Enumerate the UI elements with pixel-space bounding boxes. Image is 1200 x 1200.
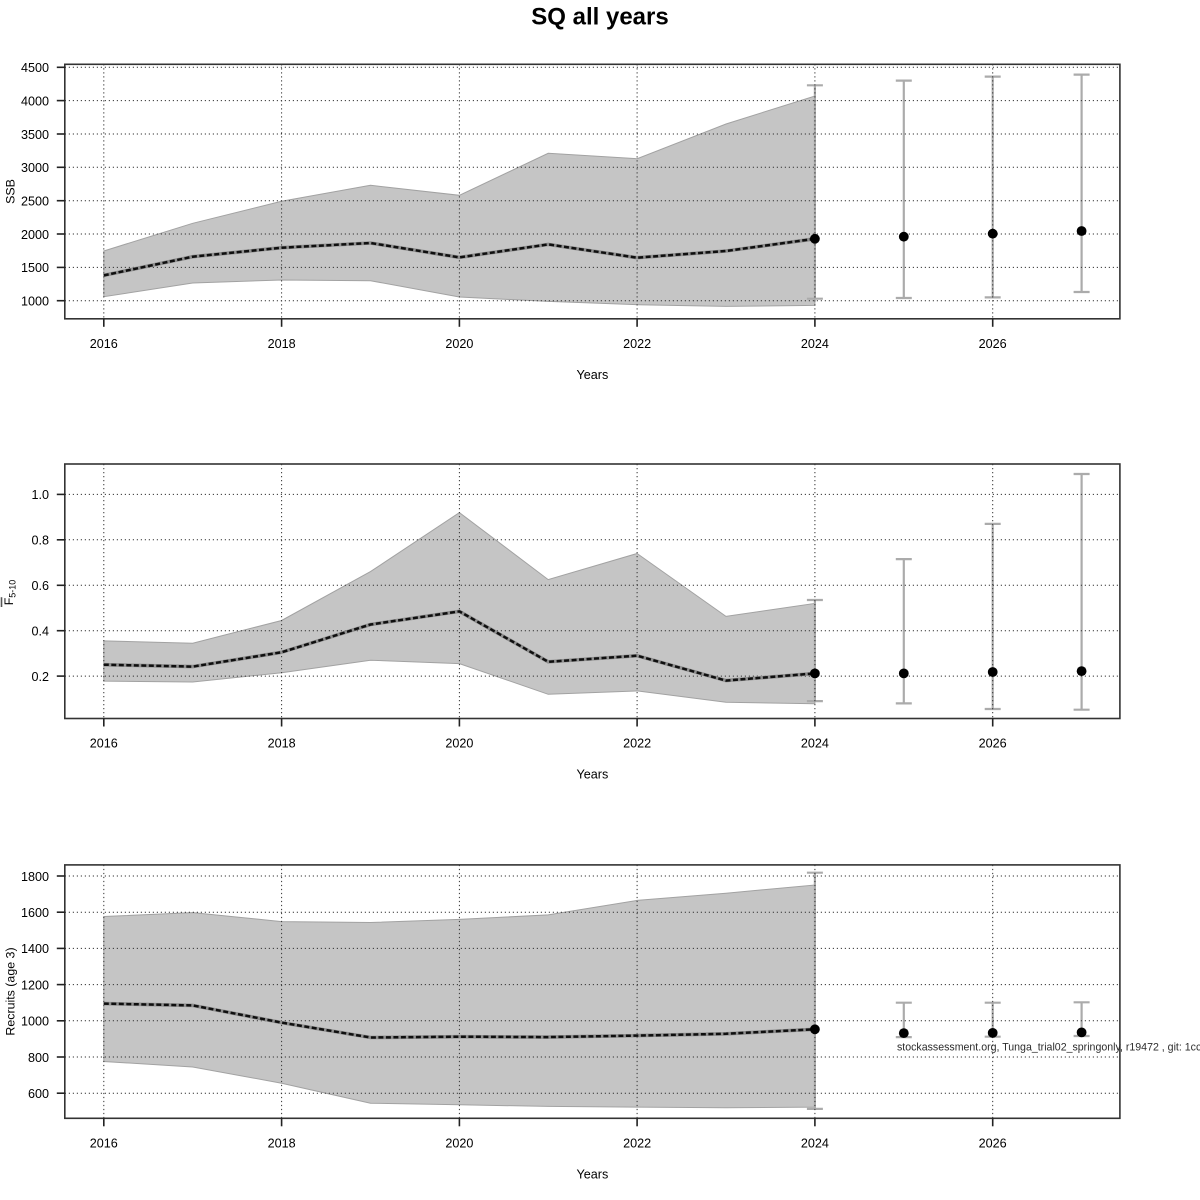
svg-text:1400: 1400 (21, 942, 49, 956)
svg-text:0.4: 0.4 (31, 625, 49, 639)
svg-text:0.6: 0.6 (31, 579, 49, 593)
svg-text:4000: 4000 (21, 94, 49, 108)
svg-text:1.0: 1.0 (31, 488, 49, 502)
svg-text:2016: 2016 (90, 337, 118, 351)
svg-text:Years: Years (577, 368, 609, 382)
svg-text:2024: 2024 (801, 337, 829, 351)
svg-text:2500: 2500 (21, 195, 49, 209)
svg-text:1200: 1200 (21, 978, 49, 992)
svg-text:Years: Years (577, 768, 609, 782)
svg-text:2022: 2022 (623, 737, 651, 751)
svg-text:1800: 1800 (21, 870, 49, 884)
svg-text:2016: 2016 (90, 1137, 118, 1151)
svg-text:2026: 2026 (979, 337, 1007, 351)
svg-text:800: 800 (28, 1051, 49, 1065)
svg-text:2016: 2016 (90, 737, 118, 751)
svg-text:SSB: SSB (4, 179, 18, 204)
svg-text:2024: 2024 (801, 737, 829, 751)
svg-text:600: 600 (28, 1087, 49, 1101)
svg-text:1500: 1500 (21, 261, 49, 275)
svg-text:2024: 2024 (801, 1137, 829, 1151)
svg-text:2018: 2018 (268, 737, 296, 751)
svg-text:2020: 2020 (445, 337, 473, 351)
svg-text:2000: 2000 (21, 228, 49, 242)
svg-text:Recruits (age 3): Recruits (age 3) (4, 947, 18, 1035)
svg-text:SQ all years: SQ all years (531, 4, 668, 31)
svg-text:2026: 2026 (979, 1137, 1007, 1151)
svg-text:3000: 3000 (21, 161, 49, 175)
svg-text:2018: 2018 (268, 1137, 296, 1151)
svg-text:2022: 2022 (623, 337, 651, 351)
svg-text:2020: 2020 (445, 737, 473, 751)
svg-text:1000: 1000 (21, 1015, 49, 1029)
svg-text:2026: 2026 (979, 737, 1007, 751)
svg-text:0.2: 0.2 (31, 670, 49, 684)
svg-text:0.8: 0.8 (31, 534, 49, 548)
svg-text:2018: 2018 (268, 337, 296, 351)
svg-text:2022: 2022 (623, 1137, 651, 1151)
svg-text:stockassessment.org, Tunga_tri: stockassessment.org, Tunga_trial02_sprin… (897, 1041, 1200, 1053)
svg-text:1600: 1600 (21, 906, 49, 920)
svg-text:3500: 3500 (21, 128, 49, 142)
svg-text:2020: 2020 (445, 1137, 473, 1151)
svg-text:1000: 1000 (21, 295, 49, 309)
svg-text:4500: 4500 (21, 61, 49, 75)
svg-text:Years: Years (577, 1168, 609, 1182)
